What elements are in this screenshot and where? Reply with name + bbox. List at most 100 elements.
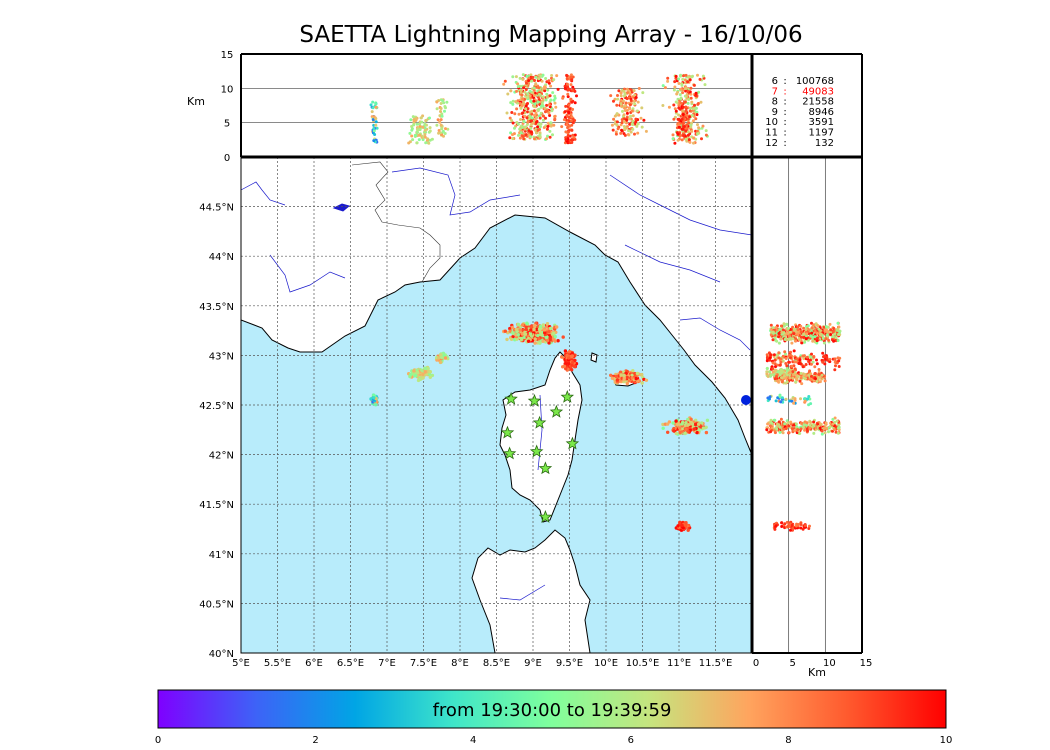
source-point-top (409, 118, 413, 122)
source-point-top (543, 89, 547, 93)
source-point-map (625, 375, 629, 380)
source-point-top (619, 104, 623, 108)
source-point-right (805, 355, 809, 359)
source-point-top (508, 136, 512, 140)
source-point-right (766, 375, 770, 378)
source-point-top (529, 123, 533, 127)
source-point-top (673, 107, 677, 111)
source-point-top (420, 120, 424, 124)
source-point-top (684, 137, 688, 141)
source-point-top (544, 98, 548, 102)
source-point-top (684, 105, 688, 109)
source-point-top (369, 103, 373, 107)
source-point-top (536, 125, 540, 129)
source-point-right (837, 425, 841, 429)
source-point-map (525, 321, 529, 325)
source-point-top (548, 94, 552, 98)
source-point-right (799, 324, 803, 328)
source-point-map (684, 523, 688, 528)
source-point-map (511, 334, 515, 339)
source-point-right (836, 431, 840, 435)
source-point-right (791, 376, 795, 380)
source-point-top (443, 132, 447, 135)
source-point-top (516, 82, 520, 86)
source-point-top (444, 106, 447, 110)
source-point-map (704, 430, 709, 435)
source-point-map (610, 376, 615, 380)
source-point-map (547, 330, 551, 334)
source-point-map (533, 341, 537, 345)
source-point-top (609, 94, 613, 98)
source-point-map (514, 327, 519, 332)
source-point-map (634, 376, 638, 381)
source-point-right (784, 357, 788, 360)
source-point-top (517, 133, 520, 137)
source-point-right (771, 367, 775, 371)
source-point-top (679, 87, 682, 91)
source-point-top (545, 137, 548, 141)
count-label: 9 (772, 107, 778, 118)
source-point-right (785, 520, 789, 524)
source-point-map (438, 353, 443, 357)
source-point-right (793, 360, 797, 364)
source-point-top (612, 117, 616, 121)
alt-tick-label: 15 (221, 50, 234, 61)
source-point-top (525, 81, 528, 85)
source-point-top (677, 77, 681, 81)
source-point-right (780, 376, 783, 380)
source-point-right (811, 339, 815, 343)
source-point-right (815, 358, 818, 362)
station-star-icon (529, 444, 544, 458)
source-point-right (813, 335, 817, 339)
source-point-right (833, 416, 837, 420)
lon-tick-label: 6°E (305, 658, 323, 669)
source-point-top (685, 113, 689, 117)
source-point-right (782, 324, 786, 328)
source-point-map (415, 370, 420, 375)
source-point-right (773, 431, 777, 435)
source-point-top (538, 131, 542, 135)
source-point-top (444, 127, 447, 131)
source-point-top (546, 88, 550, 92)
source-point-top (676, 132, 680, 136)
source-point-top (672, 117, 676, 121)
source-point-top (564, 138, 568, 142)
source-point-top (613, 122, 617, 126)
source-point-top (520, 93, 524, 97)
station-star-icon (549, 404, 564, 418)
lat-tick-label: 40.5°N (199, 599, 234, 610)
alt-tick-label: 5 (224, 119, 230, 130)
lat-tick-label: 40°N (209, 649, 234, 660)
source-point-top (566, 134, 570, 137)
source-point-map (539, 332, 543, 337)
source-point-map (672, 429, 676, 433)
source-point-right (834, 336, 838, 340)
source-point-right (822, 341, 826, 345)
source-point-top (569, 83, 573, 87)
source-point-top (543, 86, 547, 90)
source-point-top (698, 77, 702, 81)
source-point-right (820, 429, 824, 433)
source-point-right (813, 372, 817, 376)
source-point-right (776, 379, 779, 383)
count-separator: : (783, 107, 786, 118)
source-point-right (820, 373, 824, 377)
source-point-right (836, 356, 840, 360)
source-point-top (674, 109, 678, 113)
source-point-map (633, 371, 637, 376)
source-point-top (687, 75, 690, 79)
source-point-top (564, 87, 568, 91)
source-point-top (527, 129, 531, 133)
source-point-top (640, 106, 644, 110)
source-point-top (682, 134, 686, 138)
source-point-map (428, 375, 432, 379)
source-point-top (534, 83, 538, 87)
source-point-right (779, 400, 783, 404)
source-point-top (530, 119, 534, 123)
source-point-map (676, 524, 680, 528)
source-point-right (774, 339, 778, 342)
source-point-top (680, 138, 684, 142)
source-point-right (824, 337, 828, 341)
source-point-right (803, 428, 807, 432)
source-point-right (777, 420, 781, 424)
